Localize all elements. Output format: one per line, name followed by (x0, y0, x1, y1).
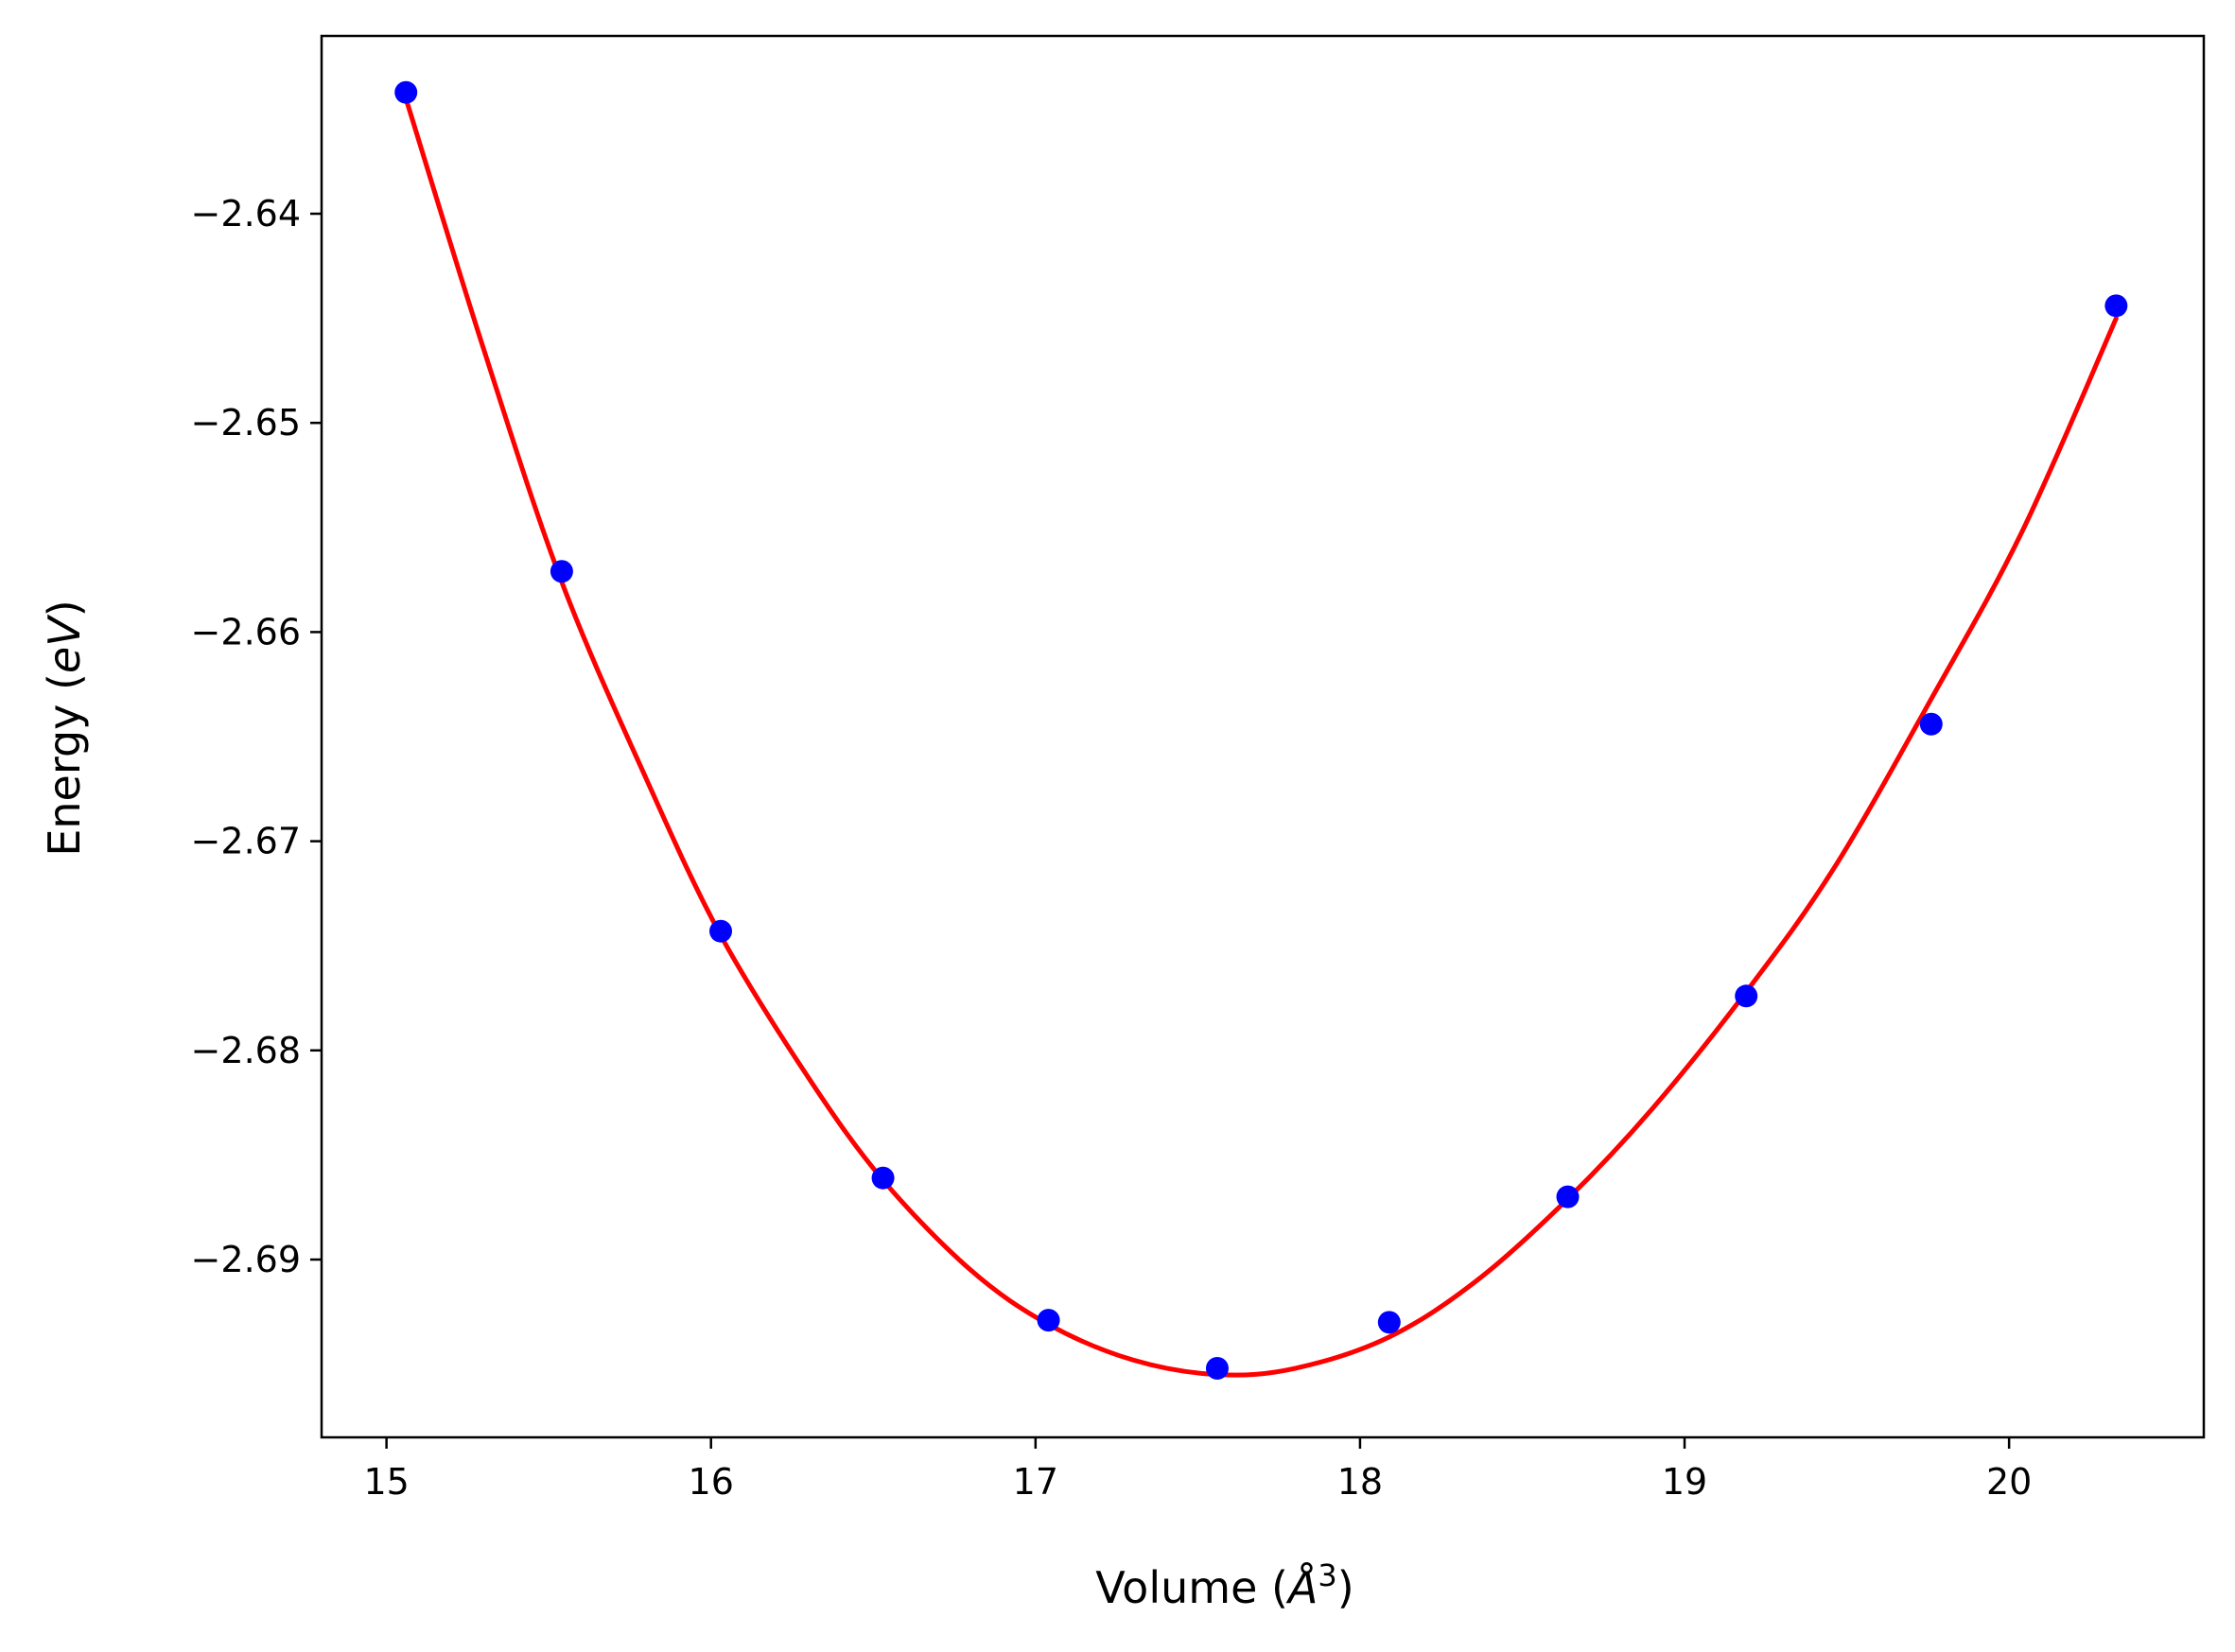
axes-frame (320, 34, 2206, 1439)
data-point (1377, 1311, 1401, 1334)
y-tick-label: −2.64 (191, 193, 301, 235)
data-points-layer (394, 80, 2128, 1381)
data-point (394, 80, 418, 104)
data-point (1556, 1185, 1580, 1209)
x-axis-label-suffix: ) (1337, 1562, 1354, 1613)
data-point (2104, 294, 2128, 318)
data-point (550, 560, 573, 583)
x-tick-label: 19 (1662, 1461, 1707, 1503)
fit-curve-layer (403, 96, 2119, 1378)
y-axis-label-suffix: ) (39, 600, 90, 617)
x-tick-label: 17 (1013, 1461, 1058, 1503)
data-point (709, 919, 733, 943)
x-axis-label-superscript: 3 (1318, 1557, 1336, 1593)
y-tick-label: −2.67 (191, 821, 301, 862)
x-axis-label-prefix: Volume ( (1095, 1562, 1288, 1613)
data-point (1205, 1357, 1229, 1381)
data-point (1037, 1309, 1060, 1332)
x-axis-ticks: 15 16 17 18 19 20 (363, 1437, 2032, 1503)
x-tick-label: 18 (1337, 1461, 1383, 1503)
data-point (871, 1166, 895, 1190)
x-tick-label: 15 (363, 1461, 409, 1503)
x-axis-label-symbol: Å (1285, 1562, 1318, 1613)
y-axis-label-prefix: Energy ( (39, 673, 90, 857)
x-tick-label: 20 (1986, 1461, 2032, 1503)
y-axis-ticks: −2.64 −2.65 −2.66 −2.67 −2.68 −2.69 (191, 193, 322, 1280)
data-point (1735, 984, 1758, 1008)
y-tick-label: −2.65 (191, 402, 301, 443)
y-axis-label: Energy (eV) (39, 600, 90, 856)
x-tick-label: 16 (689, 1461, 734, 1503)
x-axis-label: Volume (Å3) (1095, 1557, 1353, 1613)
y-tick-label: −2.69 (191, 1239, 301, 1280)
data-point (1919, 712, 1943, 736)
y-axis-label-symbol: eV (39, 614, 90, 673)
y-tick-label: −2.66 (191, 611, 301, 652)
y-tick-label: −2.68 (191, 1030, 301, 1071)
fit-curve-line (403, 96, 2119, 1378)
